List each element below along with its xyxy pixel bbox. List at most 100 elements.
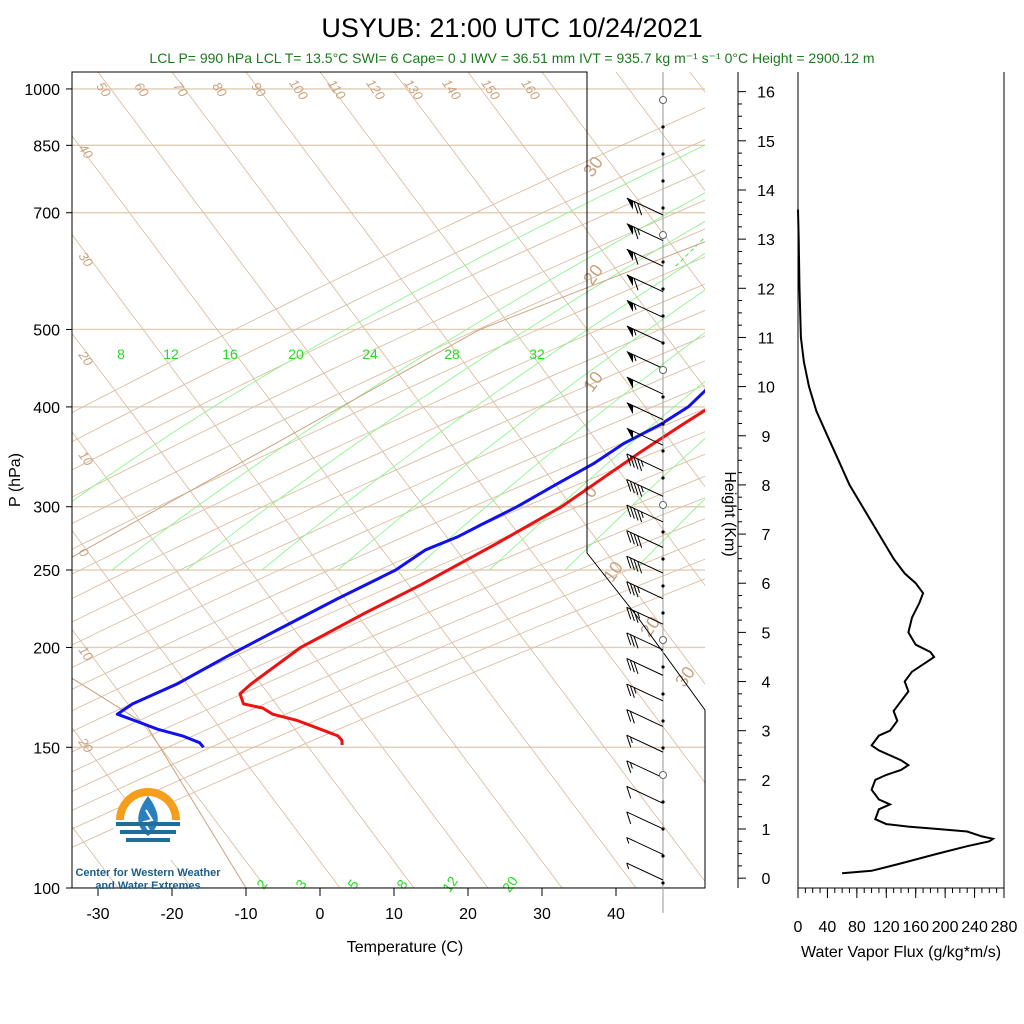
x-tick-label: 0	[316, 906, 325, 923]
height-marker-dot	[661, 152, 665, 156]
isotherm-left-label: 20	[75, 734, 97, 756]
height-tick-label: 11	[758, 330, 775, 347]
flux-x-tick-label: 80	[848, 919, 866, 936]
x-tick-label: 30	[533, 906, 551, 923]
x-tick-label: -10	[234, 906, 257, 923]
mixing-ratio-bottom-label: 12	[439, 873, 461, 895]
dewpoint-profile-line	[115, 87, 705, 749]
height-marker-dot	[661, 125, 665, 129]
height-marker-dot	[661, 557, 665, 561]
height-marker-dot	[661, 611, 665, 615]
height-marker-dot	[661, 746, 665, 750]
moist-adiabat-line	[111, 72, 705, 571]
isotherm-line	[245, 72, 705, 888]
dry-adiabat-line	[72, 72, 705, 888]
height-marker-dot	[661, 854, 665, 858]
isotherm-label: 130	[401, 76, 426, 103]
y-tick-label: 300	[33, 500, 60, 517]
skew-t-plot: 50 60 70 80 90 100 110 120 130 140 150 160403020100…	[7, 71, 1024, 956]
wind-barb	[626, 811, 664, 830]
height-tick-label: 2	[762, 773, 771, 790]
isotherm-line	[467, 72, 705, 888]
wind-barb	[626, 581, 664, 600]
wind-barb	[626, 862, 664, 881]
dry-adiabat-label: 30	[671, 663, 699, 691]
moist-adiabat-line	[186, 72, 705, 571]
wind-barb	[626, 325, 664, 344]
height-tick-label: 0	[762, 871, 771, 888]
x-tick-label: 40	[607, 906, 625, 923]
wind-barb	[626, 785, 664, 804]
mixing-ratio-line	[852, 72, 1024, 266]
isotherm-line	[72, 72, 267, 888]
isotherm-line	[72, 72, 637, 888]
height-marker-dot	[661, 881, 665, 885]
y-tick-label: 200	[33, 640, 60, 657]
isotherm-line	[764, 72, 1024, 888]
y-tick-label: 400	[33, 400, 60, 417]
moist-adiabat-line	[337, 72, 705, 571]
dry-adiabat-label: 10	[599, 558, 627, 586]
flux-x-tick-label: 120	[873, 919, 900, 936]
y-tick-label: 850	[33, 138, 60, 155]
dry-adiabat-line	[72, 72, 705, 888]
dry-adiabat-label: 20	[636, 613, 664, 641]
isotherm-line	[393, 72, 705, 888]
isotherm-line	[541, 72, 705, 888]
dry-adiabat-label: 20	[579, 261, 607, 289]
height-marker-dot	[661, 800, 665, 804]
temperature-profile-line	[238, 87, 705, 746]
mixing-ratio-top-label: 16	[222, 346, 238, 362]
y-tick-label: 500	[33, 322, 60, 339]
isotherm-line	[319, 72, 705, 888]
dry-adiabat-line	[72, 72, 705, 888]
dry-adiabat-line	[72, 72, 705, 888]
moist-adiabat-line	[413, 72, 705, 571]
dry-adiabat-line	[72, 72, 705, 888]
mixing-ratio-top-label: 32	[529, 346, 545, 362]
moist-adiabat-line	[488, 72, 705, 571]
height-marker-dot	[661, 287, 665, 291]
isotherm-label: 80	[209, 79, 230, 100]
wind-barb	[626, 351, 664, 369]
dry-adiabat-line	[72, 72, 705, 888]
isotherm-line	[72, 72, 193, 888]
height-marker-dot	[661, 827, 665, 831]
dry-adiabat-line	[72, 72, 705, 888]
x-tick-label: 20	[459, 906, 477, 923]
x-tick-label: -20	[160, 906, 183, 923]
wind-barb	[626, 555, 664, 574]
height-marker-dot	[661, 206, 665, 210]
moist-adiabat-line	[72, 72, 705, 571]
wind-barb	[626, 837, 664, 855]
flux-x-tick-label: 240	[961, 919, 988, 936]
isotherm-label: 120	[363, 76, 388, 103]
height-marker-dot	[661, 395, 665, 399]
x-tick-label: 10	[385, 906, 403, 923]
chart-subtitle: LCL P= 990 hPa LCL T= 13.5°C SWI= 6 Cape…	[149, 50, 874, 66]
height-marker-dot	[661, 449, 665, 453]
height-tick-label: 3	[762, 724, 771, 741]
dry-adiabat-line	[72, 72, 705, 888]
dry-adiabat-line	[72, 72, 705, 888]
dry-adiabat-label: 30	[579, 153, 607, 181]
height-tick-label: 13	[757, 232, 775, 249]
mixing-ratio-bottom-label: 3	[292, 876, 310, 892]
wind-barb	[626, 427, 664, 446]
wind-barb	[626, 223, 664, 242]
dry-adiabat-line	[72, 72, 705, 888]
parcel-path-line	[72, 91, 705, 888]
wind-barb	[626, 709, 664, 727]
height-marker-circle	[659, 636, 667, 644]
mixing-ratio-bottom-label: 2	[253, 876, 271, 892]
wind-barb	[626, 632, 664, 651]
dry-adiabat-line	[72, 72, 705, 888]
isotherm-line	[72, 72, 341, 888]
wind-barb	[626, 478, 664, 497]
height-marker-circle	[659, 366, 667, 374]
mixing-ratio-line	[762, 72, 965, 266]
x-tick-label: -30	[86, 906, 109, 923]
cw3e-logo: Center for Western Weather and Water Ext…	[75, 788, 221, 892]
wind-barb	[626, 274, 664, 293]
